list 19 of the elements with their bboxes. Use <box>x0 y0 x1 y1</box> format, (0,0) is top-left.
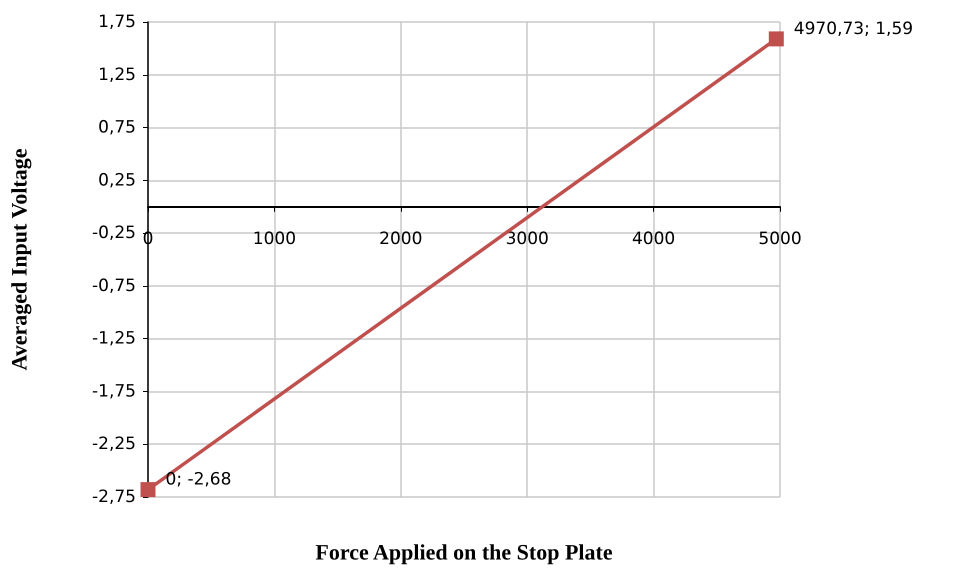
x-tick-label: 2000 <box>379 229 422 250</box>
y-tick-label: -0,75 <box>92 276 136 296</box>
y-tick-label: -0,25 <box>92 223 136 244</box>
y-tick-label: 0,75 <box>98 118 136 138</box>
data-label: 4970,73; 1,59 <box>794 18 914 39</box>
y-tick-label: 0,25 <box>98 170 136 190</box>
x-axis-title: Force Applied on the Stop Plate <box>315 540 613 564</box>
y-tick-label: -2,75 <box>92 487 136 507</box>
x-tick-label: 5000 <box>758 229 802 250</box>
y-tick-label: -1,25 <box>92 328 136 349</box>
data-label: 0; -2,68 <box>166 470 232 490</box>
x-tick-label: 3000 <box>506 229 549 250</box>
x-tick-label: 1000 <box>252 229 296 250</box>
y-tick-label: 1,25 <box>98 64 136 85</box>
y-axis-title: Averaged Input Voltage <box>6 148 32 371</box>
y-tick-label: 1,75 <box>98 12 136 32</box>
y-tick-label: -1,75 <box>92 381 136 402</box>
x-tick-label: 4000 <box>632 229 676 250</box>
y-tick-label: -2,25 <box>92 434 136 454</box>
